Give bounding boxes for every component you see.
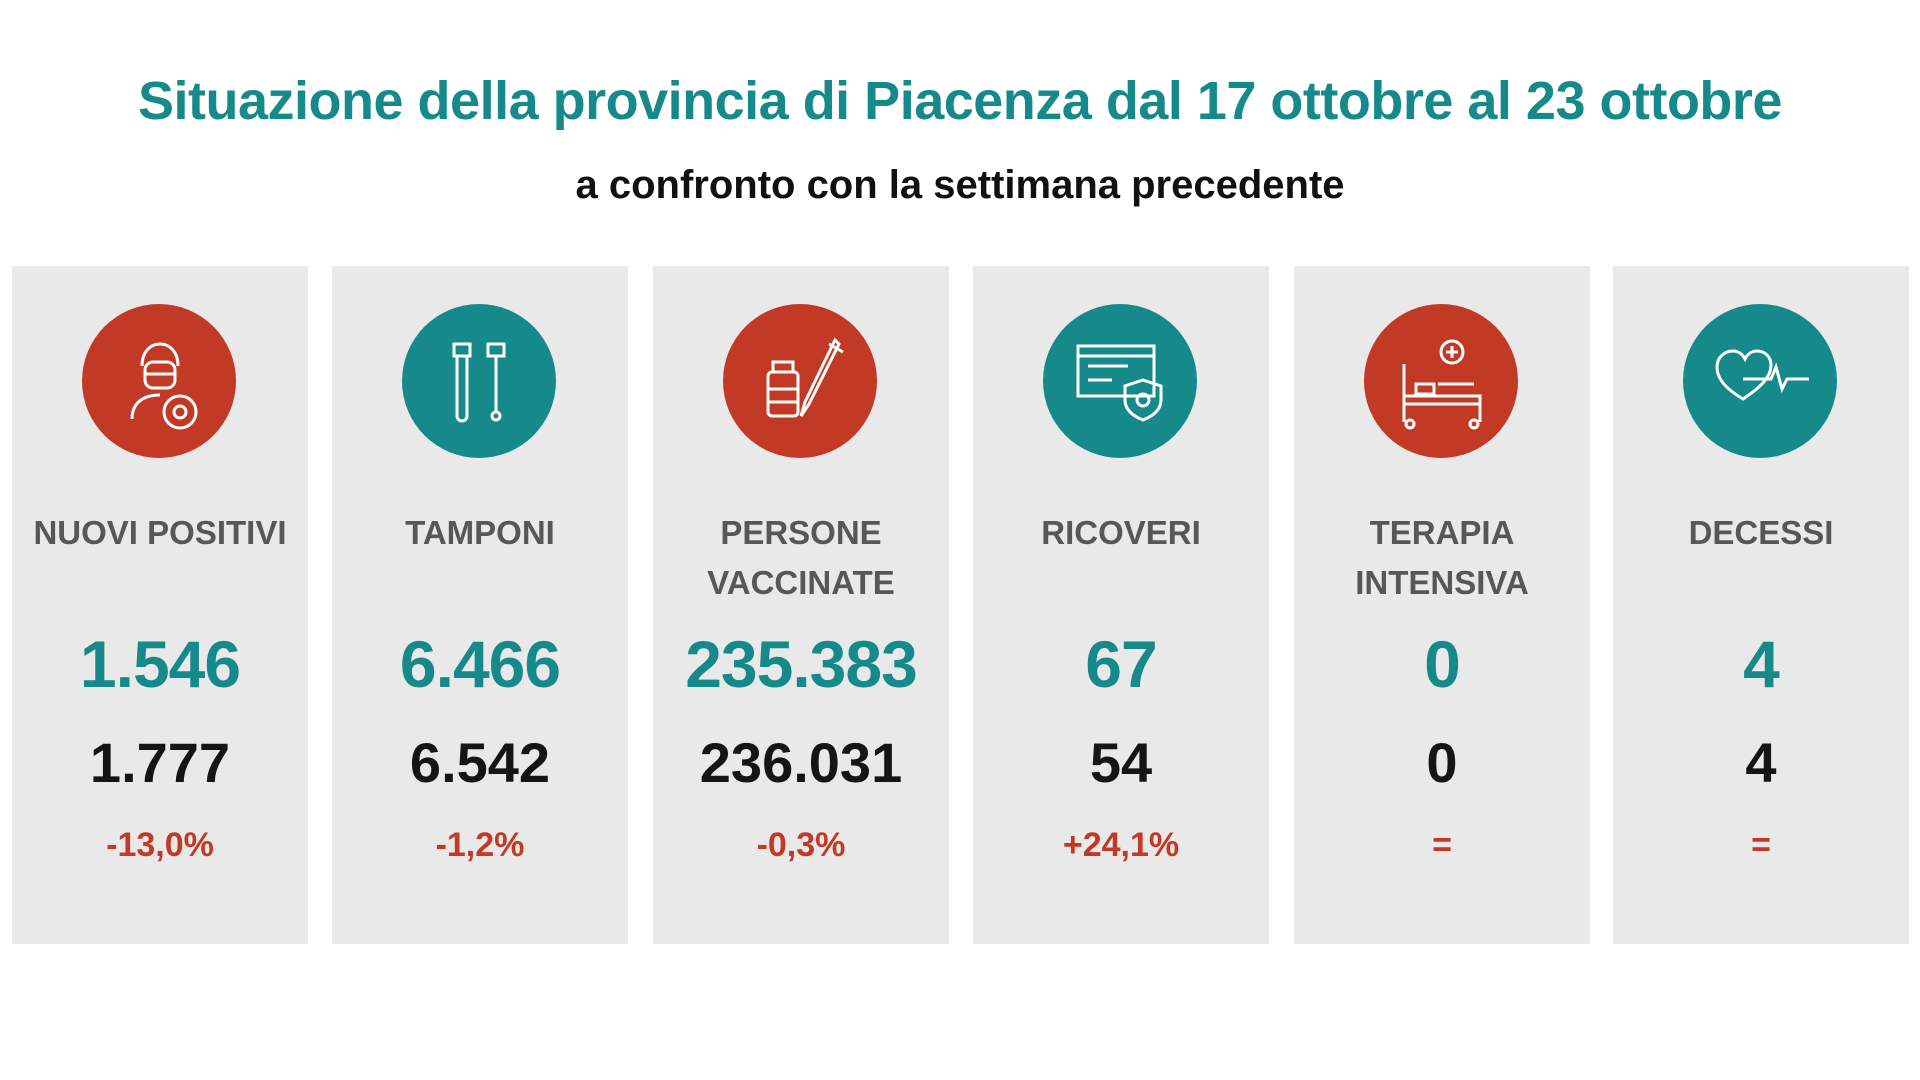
stat-label: TAMPONI — [405, 514, 555, 551]
stat-label: TERAPIA INTENSIVA — [1355, 514, 1529, 601]
stat-card-tamponi: TAMPONI 6.466 6.542 -1,2% — [332, 266, 628, 944]
previous-week-value: 4 — [1745, 731, 1777, 794]
previous-week-value: 236.031 — [699, 731, 903, 794]
stat-label: NUOVI POSITIVI — [33, 514, 287, 551]
icon-circle — [1043, 304, 1197, 458]
icon-circle — [82, 304, 236, 458]
test-tube-swab-icon — [452, 342, 506, 423]
current-week-value: 1.546 — [79, 627, 241, 701]
stat-card-nuovi-positivi: NUOVI POSITIVI 1.546 1.777 -13,0% — [12, 266, 308, 944]
percent-change: = — [1751, 826, 1771, 864]
icon-circle — [402, 304, 556, 458]
stat-card-terapia-intensiva: TERAPIA INTENSIVA 0 0 = — [1294, 266, 1590, 944]
percent-change: = — [1432, 826, 1452, 864]
percent-change: +24,1% — [1062, 826, 1180, 864]
stat-card-ricoveri: RICOVERI 67 54 +24,1% — [973, 266, 1269, 944]
hospital-shield-icon — [1076, 344, 1163, 422]
page-title: Situazione della provincia di Piacenza d… — [138, 71, 1782, 131]
stat-card-decessi: DECESSI 4 4 = — [1613, 266, 1909, 944]
current-week-value: 67 — [1085, 627, 1157, 701]
hospital-bed-icon — [1402, 339, 1482, 430]
page-subtitle: a confronto con la settimana precedente — [575, 163, 1345, 207]
stat-label: DECESSI — [1688, 514, 1834, 551]
previous-week-value: 1.777 — [89, 731, 231, 794]
icon-circle — [1683, 304, 1837, 458]
previous-week-value: 6.542 — [409, 731, 551, 794]
percent-change: -13,0% — [106, 826, 214, 864]
page-title-wrap: Situazione della provincia di Piacenza d… — [0, 70, 1920, 132]
stat-card-persone-vaccinate: PERSONE VACCINATE 235.383 236.031 -0,3% — [653, 266, 949, 944]
previous-week-value: 0 — [1426, 731, 1458, 794]
previous-week-value: 54 — [1089, 731, 1153, 794]
percent-change: -0,3% — [756, 826, 846, 864]
masked-person-virus-icon — [130, 342, 198, 430]
percent-change: -1,2% — [435, 826, 525, 864]
current-week-value: 235.383 — [685, 627, 918, 701]
stat-label: PERSONE VACCINATE — [707, 514, 895, 601]
current-week-value: 4 — [1743, 627, 1780, 701]
vaccine-vial-syringe-icon — [766, 337, 844, 418]
stat-label: RICOVERI — [1041, 514, 1201, 551]
current-week-value: 6.466 — [399, 627, 561, 701]
icon-circle — [1364, 304, 1518, 458]
icon-circle — [723, 304, 877, 458]
heart-pulse-icon — [1715, 349, 1809, 401]
current-week-value: 0 — [1424, 627, 1461, 701]
